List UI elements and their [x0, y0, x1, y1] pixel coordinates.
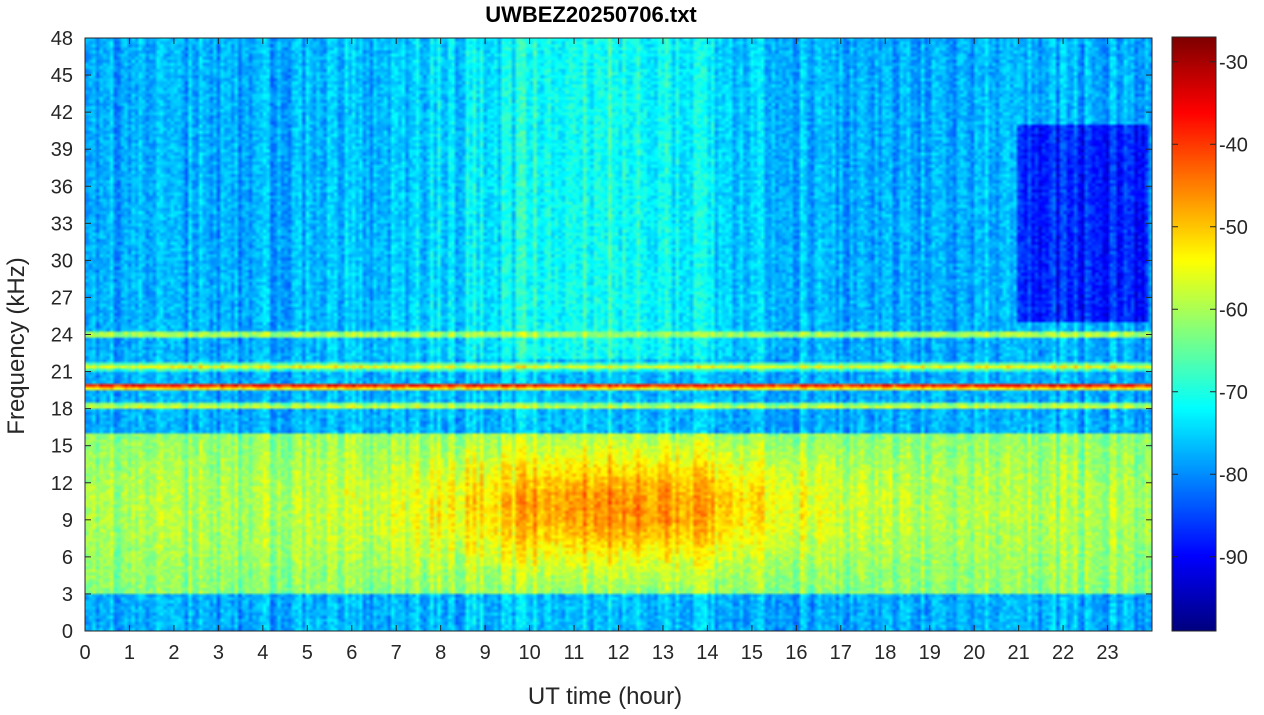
spectrogram-heatmap	[85, 38, 1152, 631]
x-tick-label: 23	[1096, 642, 1118, 664]
x-tick-label: 5	[302, 642, 313, 664]
plot-area	[84, 37, 1153, 632]
y-tick-label: 45	[51, 65, 73, 87]
x-tick-label: 8	[435, 642, 446, 664]
x-tick-label: 13	[652, 642, 674, 664]
chart-title: UWBEZ20250706.txt	[485, 2, 697, 27]
y-tick-label: 39	[51, 139, 73, 161]
y-tick-label: 6	[62, 547, 73, 569]
x-tick-label: 11	[564, 642, 585, 664]
x-tick-label: 19	[919, 642, 941, 664]
colorbar: -30 -40 -50 -60 -70 -80 -90	[1171, 36, 1248, 632]
y-tick-label: 18	[51, 399, 73, 421]
colorbar-tick-label: -30	[1219, 52, 1248, 74]
colorbar-tick-label: -70	[1219, 382, 1248, 404]
x-tick-label: 16	[785, 642, 807, 664]
colorbar-ticks: -30 -40 -50 -60 -70 -80 -90	[1172, 52, 1248, 569]
x-tick-label: 4	[257, 642, 268, 664]
x-tick-label: 9	[480, 642, 491, 664]
y-tick-label: 27	[51, 287, 73, 309]
x-tick-label: 22	[1052, 642, 1074, 664]
x-axis: 0 1 2 3 4 5 6 7 8 9 10 11 12 13 14 15 16 17 18 19 20 21 22 23	[79, 38, 1119, 664]
y-axis-label: Frequency (kHz)	[3, 257, 30, 434]
x-tick-label: 21	[1008, 642, 1030, 664]
x-tick-label: 12	[607, 642, 629, 664]
colorbar-tick-label: -80	[1219, 464, 1248, 486]
y-tick-label: 24	[51, 325, 73, 347]
y-tick-label: 48	[51, 28, 73, 50]
y-tick-label: 9	[62, 510, 73, 532]
x-tick-label: 17	[830, 642, 852, 664]
x-tick-label: 1	[124, 642, 135, 664]
y-tick-label: 21	[51, 362, 73, 384]
colorbar-tick-label: -90	[1219, 547, 1248, 569]
x-tick-label: 15	[741, 642, 763, 664]
x-tick-label: 2	[168, 642, 179, 664]
y-tick-label: 12	[51, 473, 73, 495]
y-tick-label: 0	[62, 621, 73, 643]
x-tick-label: 0	[79, 642, 90, 664]
x-axis-label: UT time (hour)	[528, 683, 682, 710]
x-tick-label: 6	[346, 642, 357, 664]
x-tick-label: 14	[696, 642, 718, 664]
x-tick-label: 3	[213, 642, 224, 664]
colorbar-tick-label: -40	[1219, 134, 1248, 156]
y-tick-label: 30	[51, 250, 73, 272]
colorbar-frame	[1171, 36, 1217, 632]
x-tick-label: 18	[874, 642, 896, 664]
y-tick-label: 36	[51, 176, 73, 198]
x-tick-label: 10	[518, 642, 540, 664]
y-tick-label: 15	[51, 436, 73, 458]
colorbar-tick-label: -50	[1219, 217, 1248, 239]
x-tick-label: 7	[391, 642, 402, 664]
colorbar-tick-label: -60	[1219, 299, 1248, 321]
y-tick-label: 42	[51, 102, 73, 124]
y-tick-label: 33	[51, 213, 73, 235]
y-tick-label: 3	[62, 584, 73, 606]
x-tick-label: 20	[963, 642, 985, 664]
colorbar-gradient	[1172, 37, 1216, 631]
